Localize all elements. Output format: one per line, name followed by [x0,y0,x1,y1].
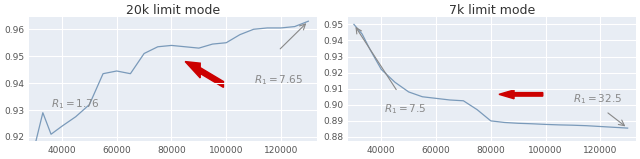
FancyArrow shape [499,90,543,99]
FancyArrow shape [185,62,223,87]
Title: 20k limit mode: 20k limit mode [126,4,220,17]
Text: $R_1 = 7.5$: $R_1 = 7.5$ [384,102,426,116]
Title: 7k limit mode: 7k limit mode [449,4,535,17]
Text: $R_1 = 7.65$: $R_1 = 7.65$ [253,74,303,87]
Text: $R_1 = 1.76$: $R_1 = 1.76$ [51,98,100,111]
Text: $R_1 = 32.5$: $R_1 = 32.5$ [573,93,622,106]
